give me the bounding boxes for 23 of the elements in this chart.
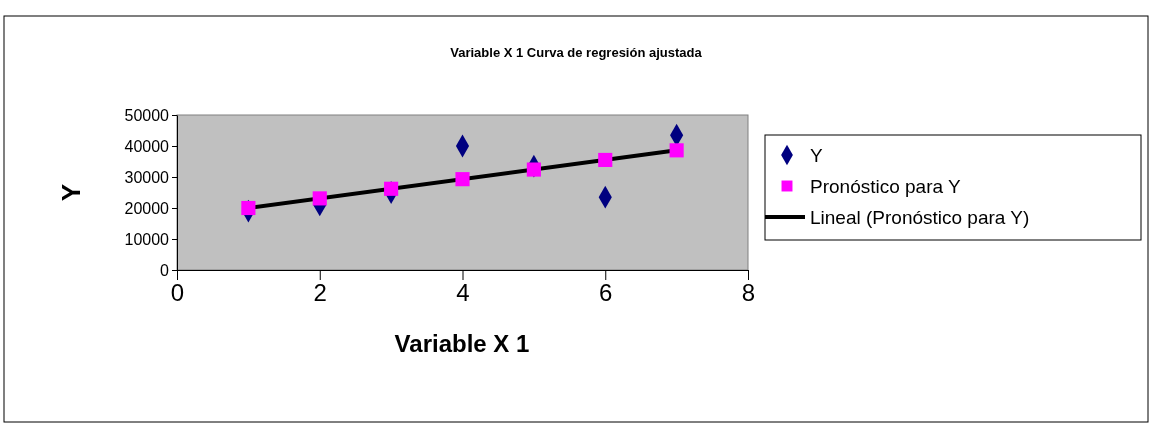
point: [312, 191, 327, 206]
legend-label: Y: [810, 145, 823, 166]
y-tick-label: 40000: [124, 137, 170, 155]
x-tick-label: 6: [599, 279, 613, 307]
y-tick-label: 10000: [124, 230, 170, 248]
y-tick-label: 0: [160, 261, 170, 279]
y-axis-title: Y: [56, 183, 86, 202]
point: [241, 200, 256, 216]
x-tick-label: 8: [741, 279, 756, 307]
point: [598, 152, 613, 168]
x-tick-label: 2: [313, 279, 327, 307]
legend-label: Pronóstico para Y: [810, 176, 962, 197]
chart-title: Variable X 1 Curva de regresión ajustada: [450, 45, 703, 60]
y-tick-label: 50000: [124, 106, 170, 124]
point: [384, 181, 399, 196]
legend-label: Lineal (Pronóstico para Y): [810, 207, 1030, 228]
x-axis-title: Variable X 1: [394, 330, 530, 357]
y-tick-label: 20000: [124, 199, 170, 217]
point: [526, 162, 541, 177]
point: [669, 143, 684, 158]
y-tick-label: 30000: [124, 168, 170, 186]
point: [455, 172, 470, 187]
x-tick-label: 4: [456, 279, 470, 307]
